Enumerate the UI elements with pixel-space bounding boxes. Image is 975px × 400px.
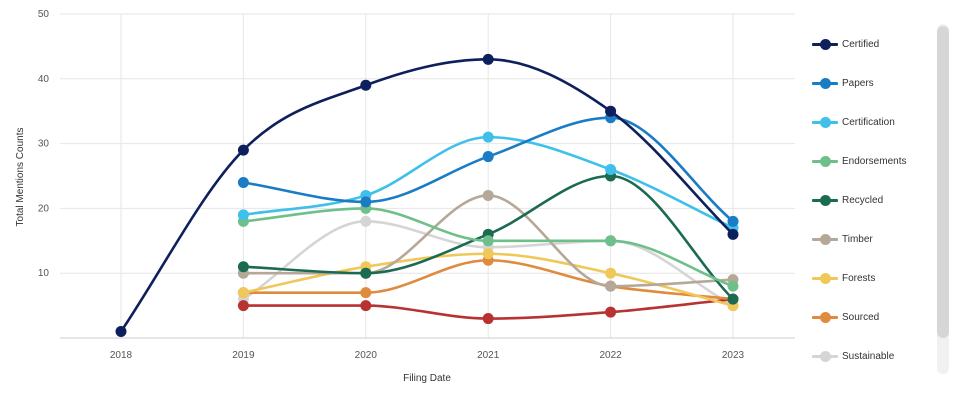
data-point-timber[interactable]: [482, 189, 494, 201]
data-point-papers[interactable]: [237, 176, 249, 188]
data-point-certified[interactable]: [360, 79, 372, 91]
legend-swatch-icon: [812, 116, 838, 128]
legend-label: Recycled: [842, 194, 884, 206]
legend-item-papers[interactable]: Papers: [812, 73, 874, 93]
data-point-sustainable[interactable]: [360, 215, 372, 227]
x-tick-label: 2022: [599, 350, 622, 361]
legend-label: Sustainable: [842, 350, 895, 362]
x-tick-label: 2018: [110, 350, 133, 361]
y-tick-label: 50: [38, 9, 50, 20]
series-certification: [237, 131, 739, 234]
legend-scrollbar-thumb[interactable]: [937, 26, 949, 338]
legend-item-forests[interactable]: Forests: [812, 268, 875, 288]
series-line-certified[interactable]: [119, 58, 734, 333]
legend-label: Certified: [842, 38, 880, 50]
series-papers: [237, 112, 739, 227]
series-lines: [115, 53, 739, 338]
legend-scrollbar[interactable]: [937, 24, 949, 374]
series-endorsements: [237, 202, 739, 292]
grid: [60, 13, 795, 338]
data-point-red-series[interactable]: [482, 313, 494, 325]
y-tick-label: 40: [38, 74, 50, 85]
x-axis-title: Filing Date: [403, 373, 451, 384]
series-certified: [115, 53, 739, 338]
legend-swatch-icon: [812, 311, 838, 323]
legend-item-timber[interactable]: Timber: [812, 229, 873, 249]
legend-label: Timber: [842, 233, 873, 245]
legend-label: Certification: [842, 116, 895, 128]
legend-label: Sourced: [842, 311, 880, 323]
data-point-papers[interactable]: [482, 151, 494, 163]
legend-item-certification[interactable]: Certification: [812, 112, 895, 132]
data-point-certification[interactable]: [482, 131, 494, 143]
data-point-timber[interactable]: [605, 280, 617, 292]
data-point-forests[interactable]: [605, 267, 617, 279]
data-point-certified[interactable]: [605, 105, 617, 117]
data-point-red-series[interactable]: [605, 306, 617, 318]
data-point-certification[interactable]: [605, 164, 617, 176]
x-tick-label: 2021: [477, 350, 500, 361]
y-tick-label: 10: [38, 268, 50, 279]
data-point-papers[interactable]: [360, 196, 372, 208]
legend-swatch-icon: [812, 194, 838, 206]
data-point-recycled[interactable]: [727, 293, 739, 305]
data-point-red-series[interactable]: [237, 300, 249, 312]
data-point-forests[interactable]: [237, 287, 249, 299]
legend-swatch-icon: [812, 155, 838, 167]
legend-swatch-icon: [812, 272, 838, 284]
data-point-certified[interactable]: [727, 228, 739, 240]
legend-item-sustainable[interactable]: Sustainable: [812, 346, 894, 366]
data-point-forests[interactable]: [482, 248, 494, 260]
data-point-endorsements[interactable]: [727, 280, 739, 292]
data-point-papers[interactable]: [727, 215, 739, 227]
legend-item-recycled[interactable]: Recycled: [812, 190, 883, 210]
x-tick-label: 2023: [722, 350, 745, 361]
data-point-red-series[interactable]: [360, 300, 372, 312]
legend-swatch-icon: [812, 77, 838, 89]
x-tick-label: 2019: [232, 350, 255, 361]
legend-swatch-icon: [812, 38, 838, 50]
legend-label: Endorsements: [842, 155, 907, 167]
legend-label: Papers: [842, 77, 874, 89]
data-point-endorsements[interactable]: [605, 235, 617, 247]
y-axis-title: Total Mentions Counts: [15, 128, 26, 227]
data-point-certified[interactable]: [115, 326, 127, 338]
data-point-endorsements[interactable]: [482, 235, 494, 247]
legend-item-endorsements[interactable]: Endorsements: [812, 151, 906, 171]
data-point-certified[interactable]: [482, 53, 494, 65]
data-point-sourced[interactable]: [360, 287, 372, 299]
data-point-certified[interactable]: [237, 144, 249, 156]
legend-label: Forests: [842, 272, 876, 284]
y-tick-label: 20: [38, 203, 50, 214]
legend-item-certified[interactable]: Certified: [812, 34, 879, 54]
data-point-recycled[interactable]: [237, 261, 249, 273]
x-tick-label: 2020: [355, 350, 378, 361]
data-point-certification[interactable]: [237, 209, 249, 221]
series-recycled: [237, 170, 739, 305]
legend-swatch-icon: [812, 233, 838, 245]
axes: 10 20 30 40 50 2018 2019 2020 2021 2022 2023: [38, 9, 795, 361]
legend-swatch-icon: [812, 350, 838, 362]
data-point-recycled[interactable]: [360, 267, 372, 279]
y-tick-label: 30: [38, 139, 50, 150]
legend-item-sourced[interactable]: Sourced: [812, 307, 879, 327]
